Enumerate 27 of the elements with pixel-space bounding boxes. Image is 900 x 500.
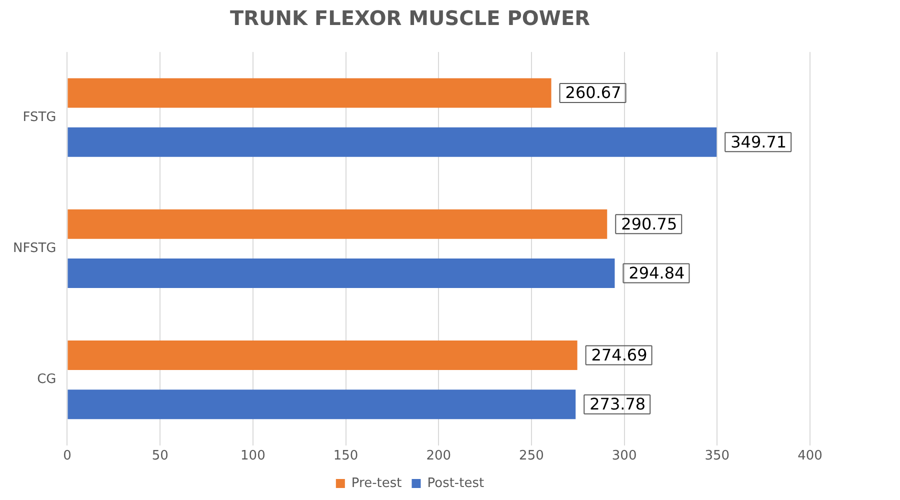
bar bbox=[68, 390, 576, 420]
x-tick-label: 100 bbox=[240, 448, 266, 464]
data-label: 349.71 bbox=[730, 132, 787, 152]
y-tick-label: CG bbox=[37, 372, 56, 388]
bar bbox=[68, 340, 578, 370]
x-tick-label: 150 bbox=[333, 448, 358, 464]
x-tick-label: 250 bbox=[519, 448, 544, 464]
y-tick-label: NFSTG bbox=[12, 241, 56, 256]
x-tick-label: 200 bbox=[426, 448, 452, 464]
data-label: 273.78 bbox=[590, 394, 646, 414]
bar bbox=[68, 78, 552, 108]
bar bbox=[68, 127, 717, 157]
x-tick-label: 350 bbox=[704, 448, 730, 464]
x-tick-label: 0 bbox=[63, 448, 72, 464]
x-tick-label: 300 bbox=[612, 448, 637, 464]
data-label: 260.67 bbox=[565, 83, 622, 102]
chart-title: TRUNK FLEXOR MUSCLE POWER bbox=[230, 6, 590, 30]
data-label: 290.75 bbox=[621, 214, 678, 234]
data-label: 274.69 bbox=[591, 345, 648, 364]
bar bbox=[68, 258, 615, 288]
data-label: 294.84 bbox=[628, 263, 685, 282]
x-tick-label: 400 bbox=[798, 448, 822, 464]
x-tick-label: 50 bbox=[152, 448, 168, 464]
legend-label: Post-test bbox=[427, 476, 484, 491]
bar bbox=[68, 209, 608, 239]
legend-label: Pre-test bbox=[351, 476, 402, 491]
y-tick-label: FSTG bbox=[22, 110, 56, 125]
